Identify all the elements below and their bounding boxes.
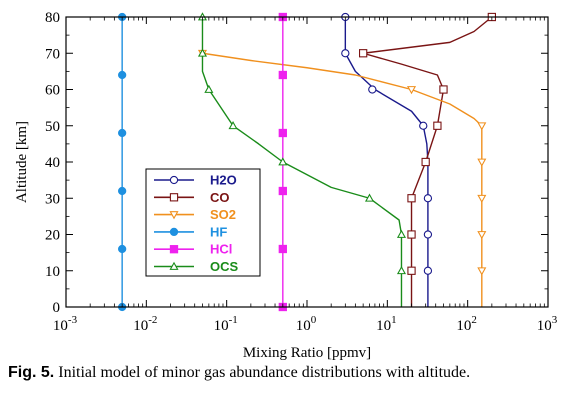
- series-line: [344, 17, 429, 307]
- data-point: [341, 49, 350, 58]
- y-tick-label: 0: [53, 300, 61, 316]
- legend-entry-co: CO: [154, 190, 230, 205]
- data-point: [477, 194, 487, 203]
- y-tick-label: 10: [45, 264, 60, 280]
- data-point: [423, 194, 433, 203]
- data-point: [359, 49, 368, 58]
- data-point: [169, 175, 179, 185]
- data-point: [204, 84, 214, 93]
- legend-entry-hcl: HCl: [154, 242, 232, 257]
- x-tick-label: 10-2: [133, 314, 157, 334]
- data-point: [169, 211, 179, 220]
- legend-label: CO: [210, 190, 230, 205]
- data-point: [278, 244, 287, 254]
- x-tick-label: 103: [537, 314, 558, 334]
- series-ocs: [197, 12, 407, 307]
- legend-entry-h2o: H2O: [154, 173, 237, 188]
- data-point: [477, 122, 487, 131]
- data-point: [419, 121, 428, 130]
- data-point: [406, 86, 417, 95]
- legend-label: OCS: [210, 259, 239, 274]
- data-point: [118, 186, 127, 196]
- legend-label: SO2: [210, 207, 236, 222]
- y-tick-label: 70: [45, 46, 60, 62]
- data-point: [421, 157, 430, 167]
- x-tick-label: 102: [456, 314, 477, 334]
- series-layer: [118, 12, 496, 312]
- data-point: [228, 121, 238, 130]
- figure-caption: Fig. 5. Initial model of minor gas abund…: [8, 364, 576, 382]
- y-tick-label: 40: [45, 155, 60, 171]
- y-tick-label: 50: [45, 119, 60, 135]
- y-tick-label: 30: [45, 191, 60, 207]
- data-point: [477, 158, 487, 167]
- data-point: [278, 128, 287, 138]
- y-tick-label: 80: [45, 10, 60, 26]
- figure-caption-label: Fig. 5.: [8, 364, 55, 381]
- chart: 10-3 10-2 10-1 100 101 102 103 0 10 20 30 40 50 60 70 8…: [14, 10, 558, 361]
- legend-label: H2O: [210, 173, 237, 188]
- data-point: [169, 227, 179, 237]
- data-point: [396, 229, 407, 238]
- figure-caption-text: Initial model of minor gas abundance dis…: [58, 364, 471, 381]
- data-point: [169, 245, 179, 254]
- y-axis-title: Altitude [km]: [14, 121, 30, 203]
- x-tick-label: 10-1: [214, 314, 238, 334]
- legend-entry-so2: SO2: [154, 207, 236, 222]
- legend-box: [145, 168, 261, 277]
- data-point: [477, 231, 487, 240]
- data-point: [278, 70, 287, 80]
- data-point: [197, 48, 208, 57]
- data-point: [118, 70, 127, 80]
- data-point: [423, 230, 433, 239]
- data-point: [433, 121, 442, 130]
- series-hf: [118, 12, 127, 312]
- data-point: [364, 193, 375, 202]
- data-point: [169, 261, 179, 270]
- data-point: [423, 266, 433, 275]
- data-point: [368, 85, 377, 94]
- legend-layer: H2O CO SO2 HF HCl OCS: [145, 168, 261, 277]
- legend-label: HF: [210, 224, 227, 239]
- legend-label: HCl: [210, 242, 232, 257]
- data-point: [477, 267, 487, 276]
- plot-frame: [65, 16, 549, 308]
- legend-entry-hf: HF: [154, 224, 227, 239]
- data-point: [278, 186, 287, 196]
- data-point: [169, 193, 179, 202]
- y-tick-label: 60: [45, 83, 60, 99]
- data-point: [407, 194, 416, 203]
- data-point: [439, 85, 448, 94]
- data-point: [407, 230, 416, 239]
- series-h2o: [341, 12, 433, 307]
- legend-entry-ocs: OCS: [154, 259, 239, 274]
- data-point: [407, 266, 416, 275]
- x-tick-label: 101: [376, 314, 397, 334]
- x-axis-title: Mixing Ratio [ppmv]: [243, 345, 371, 361]
- y-tick-label: 20: [45, 228, 60, 244]
- data-point: [396, 266, 407, 275]
- data-point: [278, 157, 288, 166]
- x-tick-label: 10-3: [53, 314, 78, 334]
- data-point: [118, 244, 127, 254]
- data-point: [118, 128, 127, 138]
- x-tick-label: 100: [296, 314, 317, 334]
- ticks-layer: 10-3 10-2 10-1 100 101 102 103 0 10 20 30 40 50 60 70 8…: [45, 10, 558, 334]
